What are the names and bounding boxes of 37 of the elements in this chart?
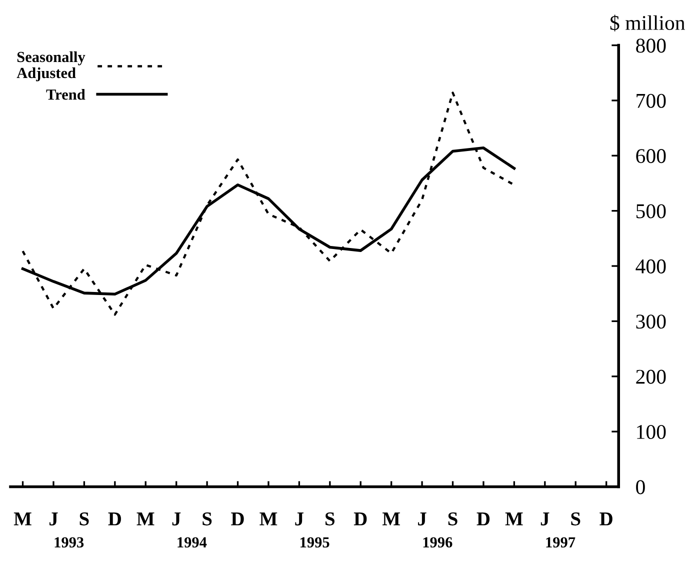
text: 1997 bbox=[546, 537, 576, 548]
y-tick-label: 800 bbox=[636, 38, 666, 53]
y-tick-label: 0 bbox=[636, 480, 645, 494]
text: 1993 bbox=[54, 537, 84, 548]
legend-label: Seasonally Adjusted bbox=[16, 51, 86, 82]
x-tick-label: J bbox=[295, 512, 304, 526]
x-tick-label: J bbox=[49, 512, 58, 526]
y-axis-title: $ million bbox=[610, 14, 685, 32]
x-tick-label: J bbox=[418, 512, 426, 526]
x-tick-label: D bbox=[476, 512, 490, 526]
y-tick-label: 400 bbox=[636, 259, 666, 274]
x-tick-label: D bbox=[108, 512, 121, 526]
legend-label: Trend bbox=[46, 88, 86, 100]
x-tick-label: S bbox=[326, 512, 334, 526]
y-tick-label: 200 bbox=[636, 370, 666, 384]
x-tick-label: M bbox=[14, 512, 32, 526]
y-tick-label: 500 bbox=[636, 204, 666, 218]
x-tick-label: M bbox=[260, 512, 278, 526]
y-tick-label: 300 bbox=[636, 314, 666, 329]
text: 1996 bbox=[423, 537, 452, 548]
x-tick-label: M bbox=[382, 512, 400, 526]
x-tick-label: J bbox=[540, 512, 550, 526]
x-tick-label: S bbox=[571, 512, 580, 526]
x-tick-label: M bbox=[505, 512, 523, 526]
text: 1995 bbox=[300, 537, 330, 548]
x-tick-label: M bbox=[136, 512, 154, 526]
text: 1994 bbox=[178, 537, 207, 548]
x-tick-label: D bbox=[600, 512, 612, 526]
y-tick-label: 100 bbox=[637, 424, 666, 440]
x-tick-label: D bbox=[354, 512, 367, 526]
x-tick-label: S bbox=[80, 512, 89, 526]
y-tick-label: 600 bbox=[636, 149, 666, 164]
x-tick-label: D bbox=[231, 512, 244, 526]
x-tick-label: S bbox=[202, 512, 212, 526]
x-tick-label: J bbox=[172, 512, 181, 526]
y-tick-label: 700 bbox=[636, 94, 666, 108]
x-tick-label: S bbox=[448, 512, 458, 526]
